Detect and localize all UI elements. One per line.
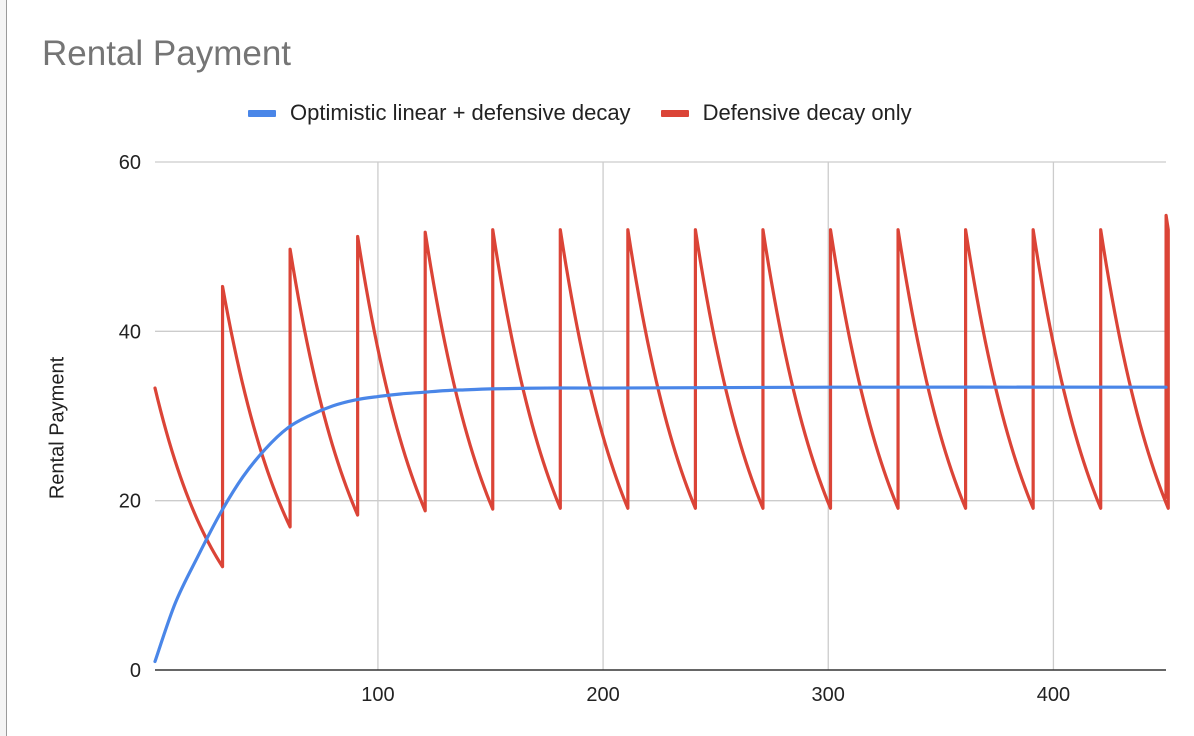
y-tick-label: 60 [119, 152, 141, 174]
tick-labels: 0 20 40 60 100 200 300 400 [119, 152, 1070, 706]
chart-title: Rental Payment [42, 34, 292, 73]
legend-item-defensive[interactable]: Defensive decay only [660, 100, 912, 126]
legend-label-optimistic: Optimistic linear + defensive decay [290, 100, 631, 125]
legend-swatch-blue [248, 109, 276, 117]
y-tick-label: 40 [119, 321, 141, 343]
series-line-defensive [153, 213, 1170, 569]
series-line-optimistic [153, 385, 1168, 664]
window-left-edge [0, 0, 7, 736]
x-tick-label: 200 [586, 684, 619, 706]
series-lines [153, 213, 1170, 664]
chart-legend: Optimistic linear + defensive decay Defe… [248, 99, 912, 127]
y-tick-label: 0 [130, 660, 141, 682]
legend-swatch-red [660, 109, 689, 117]
gridlines [155, 161, 1166, 671]
x-tick-label: 300 [812, 684, 845, 706]
y-axis-title: Rental Payment [46, 356, 69, 500]
legend-label-defensive: Defensive decay only [702, 100, 912, 125]
legend-item-optimistic[interactable]: Optimistic linear + defensive decay [248, 100, 631, 126]
y-tick-label: 20 [119, 491, 141, 513]
x-tick-label: 100 [361, 684, 394, 706]
x-tick-label: 400 [1037, 684, 1070, 706]
